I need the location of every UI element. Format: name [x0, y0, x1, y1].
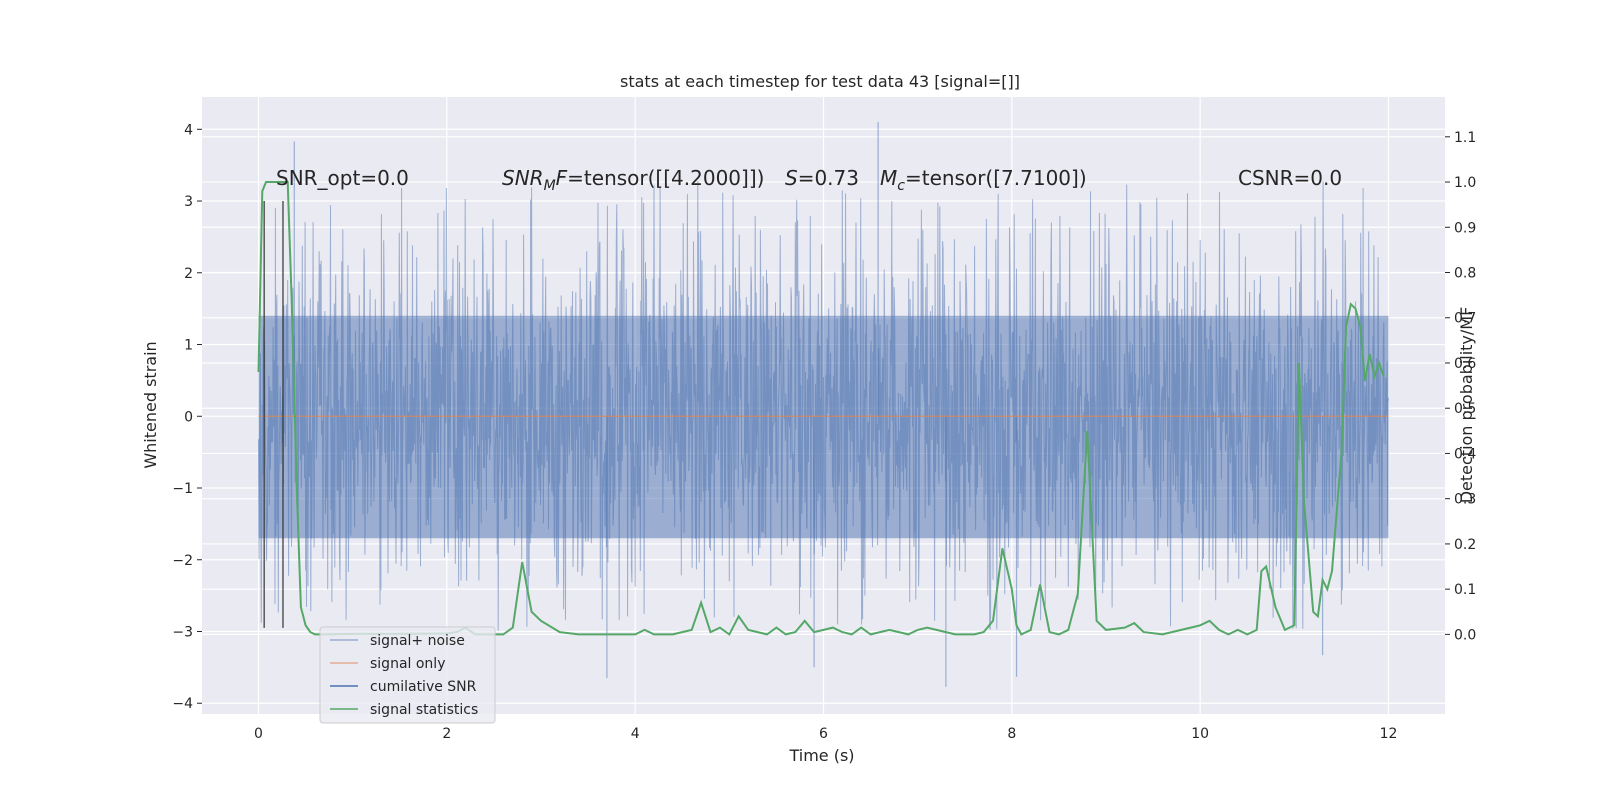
- annotation-csnr: CSNR=0.0: [1238, 166, 1342, 190]
- ticks: 0 2 4 6 8 10 12−4−3−2−1012340.00.10.20.30.40.5…: [172, 122, 1476, 742]
- x-tick-label: 8: [1007, 726, 1016, 742]
- y-tick-label: −1: [172, 481, 193, 497]
- snr-mf-symbol: SNR: [502, 166, 544, 190]
- x-tick-label: 2: [442, 726, 451, 742]
- y2-tick-label: 0.4: [1454, 446, 1476, 462]
- mc-value: =tensor([7.7100]): [905, 166, 1087, 190]
- annotation-snr-mf: SNRMF=tensor([[4.2000]]): [502, 166, 764, 194]
- chart-title: stats at each timestep for test data 43 …: [620, 72, 1020, 91]
- y2-tick-label: 0.0: [1454, 627, 1476, 643]
- y-tick-label: 1: [184, 338, 193, 354]
- y-axis-label: Whitened strain: [141, 341, 160, 468]
- y-tick-label: −2: [172, 553, 193, 569]
- mc-subscript: c: [897, 178, 905, 194]
- x-axis-label: Time (s): [788, 746, 854, 765]
- y2-tick-label: 0.2: [1454, 537, 1476, 553]
- y2-tick-label: 0.7: [1454, 311, 1476, 327]
- y-tick-label: −4: [172, 696, 193, 712]
- annotation-snr-opt: SNR_opt=0.0: [276, 166, 409, 190]
- snr-mf-f: F: [556, 166, 568, 190]
- x-tick-label: 12: [1380, 726, 1398, 742]
- legend-label-signal-noise: signal+ noise: [370, 633, 465, 649]
- y-tick-label: 4: [184, 122, 193, 138]
- snr-mf-subscript: M: [544, 178, 556, 194]
- annotation-mc: Mc=tensor([7.7100]): [880, 166, 1087, 194]
- signal-noise-series: [258, 122, 1389, 687]
- y2-tick-label: 0.3: [1454, 492, 1476, 508]
- s-value: =0.73: [798, 166, 859, 190]
- y-tick-label: 2: [184, 266, 193, 282]
- y2-tick-label: 0.5: [1454, 401, 1476, 417]
- y2-tick-label: 0.8: [1454, 266, 1476, 282]
- mc-symbol: M: [880, 166, 897, 190]
- legend-box: [319, 626, 496, 724]
- annotations: SNR_opt=0.0 SNRMF=tensor([[4.2000]]) S=0…: [276, 166, 1342, 194]
- y2-tick-label: 1.1: [1454, 130, 1476, 146]
- x-tick-label: 0: [254, 726, 263, 742]
- legend: signal+ noise signal only cumilative SNR…: [319, 626, 496, 724]
- x-tick-label: 4: [631, 726, 640, 742]
- annotation-s: S=0.73: [785, 166, 859, 190]
- y2-tick-label: 0.6: [1454, 356, 1476, 372]
- y2-tick-label: 0.9: [1454, 220, 1476, 236]
- y-tick-label: 0: [184, 409, 193, 425]
- y2-axis-label: Detection probability/MF: [1457, 307, 1476, 504]
- legend-label-cumulative-snr: cumilative SNR: [370, 679, 477, 695]
- noise-trace: [258, 180, 1389, 631]
- y-tick-label: −3: [172, 624, 193, 640]
- x-tick-label: 6: [819, 726, 828, 742]
- y2-tick-label: 1.0: [1454, 175, 1476, 191]
- snr-mf-value: =tensor([[4.2000]]): [567, 166, 764, 190]
- legend-label-signal-only: signal only: [370, 656, 445, 672]
- vertical-markers: [263, 201, 284, 628]
- legend-label-signal-statistics: signal statistics: [370, 702, 478, 718]
- x-tick-label: 10: [1191, 726, 1209, 742]
- y-tick-label: 3: [184, 194, 193, 210]
- s-symbol: S: [785, 166, 798, 190]
- y2-tick-label: 0.1: [1454, 582, 1476, 598]
